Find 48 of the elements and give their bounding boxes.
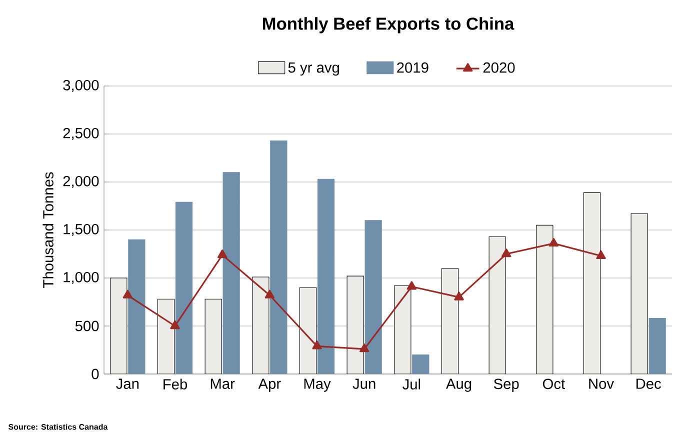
point [501,248,512,258]
bar [299,287,317,374]
point [548,238,559,247]
bar [394,285,412,374]
bar [630,213,648,374]
bar [583,192,601,374]
bar [252,276,270,374]
y-tick-label: 2,500 [63,128,99,140]
x-tick-label: Jun [352,378,376,389]
y-tick-label: 500 [75,320,99,332]
bar [536,224,554,374]
x-tick-label: Jul [402,378,420,390]
x-tick-label: Apr [258,378,281,392]
legend-label: 5 yr avg [288,62,339,76]
point [218,249,228,258]
y-tick-label: 1,500 [64,224,99,236]
x-tick-label: Nov [589,378,614,389]
point [264,290,275,298]
point [122,290,133,298]
y-tick-label: 2,000 [63,176,99,188]
x-tick-label: Oct [542,378,565,390]
legend-label: 2020 [483,62,515,73]
chart-title: Monthly Beef Exports to China [263,17,514,34]
bar [110,278,128,374]
y-axis-title: Thousand Tonnes [42,172,54,288]
bar [441,268,459,374]
point [312,340,322,350]
point [454,292,464,300]
x-tick-label: Jan [116,378,139,389]
bar [488,236,506,374]
bar [157,298,175,374]
source-note: Source: Statistics Canada [8,424,108,430]
x-tick-label: Sep [494,378,519,392]
y-tick-label: 3,000 [63,80,99,92]
y-tick-label: 1,000 [64,272,99,284]
x-tick-label: Aug [446,378,472,392]
legend-label: 2019 [397,62,428,73]
x-tick-label: May [304,378,331,392]
point [170,320,180,330]
x-tick-label: Feb [164,378,188,390]
point [359,344,370,352]
bar [204,298,222,374]
point [406,281,417,290]
x-tick-label: Mar [210,378,235,389]
x-tick-label: Dec [636,378,661,389]
point [596,250,606,260]
y-tick-label: 0 [92,368,99,380]
bar [346,276,364,374]
